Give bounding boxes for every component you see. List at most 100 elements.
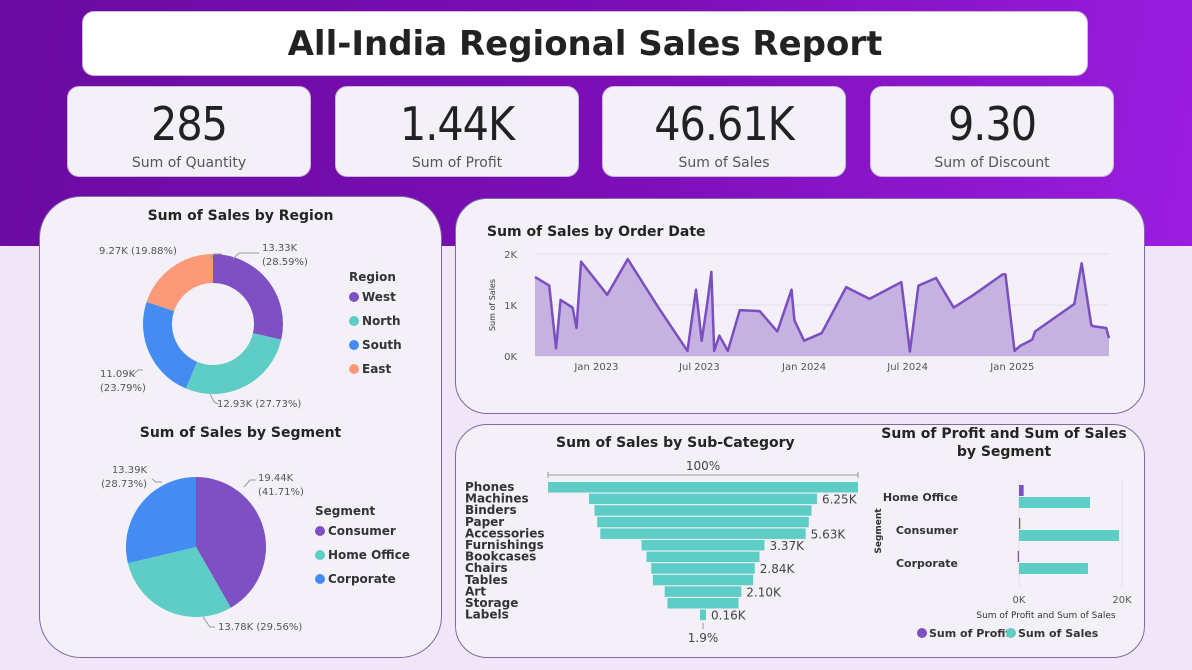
bar-category-label: Corporate — [896, 557, 958, 570]
kpi-card-sales[interactable]: 46.61K Sum of Sales — [602, 86, 846, 177]
funnel-category-label: Paper — [465, 515, 504, 529]
funnel-bar-phones — [548, 482, 858, 493]
kpi-card-profit[interactable]: 1.44K Sum of Profit — [335, 86, 579, 177]
leader-line — [202, 616, 215, 628]
funnel-bar-paper — [597, 516, 809, 528]
funnel-bar-art — [664, 586, 742, 597]
funnel-bar-chairs — [651, 563, 755, 574]
funnel-category-label: Accessories — [465, 526, 545, 540]
leader-line — [151, 478, 162, 483]
legend-marker — [1006, 628, 1016, 638]
data-label: (28.73%) — [101, 479, 147, 490]
bar-sum-of-sales — [1019, 497, 1090, 508]
legend-marker — [315, 550, 325, 560]
x-tick-label: Jan 2025 — [989, 362, 1034, 373]
funnel-category-label: Phones — [465, 480, 514, 494]
data-label: 19.44K — [258, 473, 294, 484]
legend-marker — [315, 526, 325, 536]
pie-slice-north — [185, 333, 282, 394]
segment-chart-title: Sum of Sales by Segment — [139, 425, 342, 441]
legend-item: Home Office — [328, 548, 410, 562]
funnel-bar-tables — [652, 574, 754, 586]
bar-category-label: Consumer — [896, 524, 959, 537]
funnel-bar-storage — [667, 598, 739, 609]
legend-title: Region — [349, 270, 396, 284]
area-line — [534, 257, 1111, 353]
leader-line — [209, 253, 222, 260]
kpi-value: 46.61K — [654, 97, 795, 151]
order-date-chart-title: Sum of Sales by Order Date — [487, 224, 706, 240]
legend-item: Consumer — [328, 524, 396, 538]
x-tick-label: 20K — [1112, 595, 1132, 606]
funnel-value-label: 5.63K — [811, 527, 847, 541]
bar-sum-of-sales — [1019, 530, 1120, 541]
data-label: 12.93K (27.73%) — [217, 399, 301, 410]
kpi-label: Sum of Discount — [934, 155, 1050, 171]
pie-slice-home-office — [127, 547, 231, 617]
data-label: 9.27K (19.88%) — [99, 246, 177, 257]
legend-marker — [917, 628, 927, 638]
x-tick-label: 0K — [1013, 595, 1026, 606]
data-label: 13.78K (29.56%) — [218, 622, 302, 633]
legend-item: Sum of Sales — [1018, 627, 1099, 640]
legend-item: Sum of Profit — [929, 627, 1011, 640]
funnel-category-label: Storage — [465, 596, 518, 610]
funnel-category-label: Tables — [465, 573, 508, 587]
left-pie-panel: Sum of Sales by Region Sum of Sales by S… — [39, 196, 442, 658]
y-tick-label: 2K — [504, 250, 517, 261]
y-axis-title: Segment — [874, 508, 884, 554]
funnel-value-label: 6.25K — [822, 493, 858, 507]
funnel-bar-labels — [700, 609, 706, 621]
funnel-bottom-percent: 1.9% — [688, 631, 719, 645]
subcategory-chart-title: Sum of Sales by Sub-Category — [556, 435, 795, 451]
x-tick-label: Jul 2023 — [678, 362, 720, 373]
kpi-value: 9.30 — [947, 97, 1037, 151]
x-tick-label: Jan 2024 — [781, 362, 826, 373]
legend-item: East — [362, 362, 391, 376]
funnel-value-label: 2.84K — [760, 562, 796, 576]
area-fill — [535, 259, 1109, 356]
legend-title: Segment — [315, 504, 376, 518]
report-title-box: All-India Regional Sales Report — [82, 11, 1088, 76]
legend-marker — [349, 364, 359, 374]
legend-marker — [349, 316, 359, 326]
kpi-value: 1.44K — [399, 97, 515, 151]
pie-charts-svg: 13.33K (28.59%) 12.93K (27.73%) 11.09K (23.7… — [99, 243, 410, 633]
legend-item: North — [362, 314, 400, 328]
kpi-card-quantity[interactable]: 285 Sum of Quantity — [67, 86, 311, 177]
funnel-category-label: Chairs — [465, 561, 508, 575]
region-chart-title: Sum of Sales by Region — [147, 208, 334, 224]
bottom-right-panel: Sum of Sales by Sub-Category Sum of Prof… — [455, 424, 1145, 658]
funnel-category-label: Bookcases — [465, 550, 536, 564]
kpi-card-discount[interactable]: 9.30 Sum of Discount — [870, 86, 1114, 177]
funnel-bar-accessories — [600, 528, 806, 539]
x-tick-label: Jul 2024 — [886, 362, 928, 373]
bar-sum-of-profit — [1017, 551, 1019, 562]
kpi-label: Sum of Quantity — [131, 155, 247, 171]
x-axis-title: Sum of Profit and Sum of Sales — [976, 611, 1116, 621]
bar-sum-of-profit — [1019, 518, 1021, 529]
data-label: (41.71%) — [258, 487, 304, 498]
pie-slice-consumer — [196, 477, 266, 608]
funnel-bar-bookcases — [646, 551, 760, 563]
kpi-label: Sum of Sales — [678, 155, 770, 171]
funnel-category-label: Binders — [465, 503, 517, 517]
legend-marker — [315, 574, 325, 584]
bar-sum-of-profit — [1019, 485, 1024, 496]
funnel-value-label: 0.16K — [711, 609, 747, 623]
leader-line — [232, 252, 259, 260]
legend-item: West — [362, 290, 396, 304]
pie-slice-west — [213, 254, 283, 340]
data-label: (23.79%) — [100, 383, 146, 394]
segment-bar-chart-title: Sum of Profit and Sum of Sales by Segmen… — [881, 426, 1127, 460]
pie-slice-corporate — [125, 477, 196, 564]
funnel-value-label: 2.10K — [746, 585, 782, 599]
leader-line — [209, 393, 219, 405]
pie-slice-east — [146, 254, 213, 312]
kpi-label: Sum of Profit — [411, 155, 503, 171]
funnel-bar-machines — [589, 493, 817, 505]
bar-category-label: Home Office — [883, 491, 958, 504]
leader-line — [243, 479, 256, 488]
legend-item: Corporate — [328, 572, 396, 586]
